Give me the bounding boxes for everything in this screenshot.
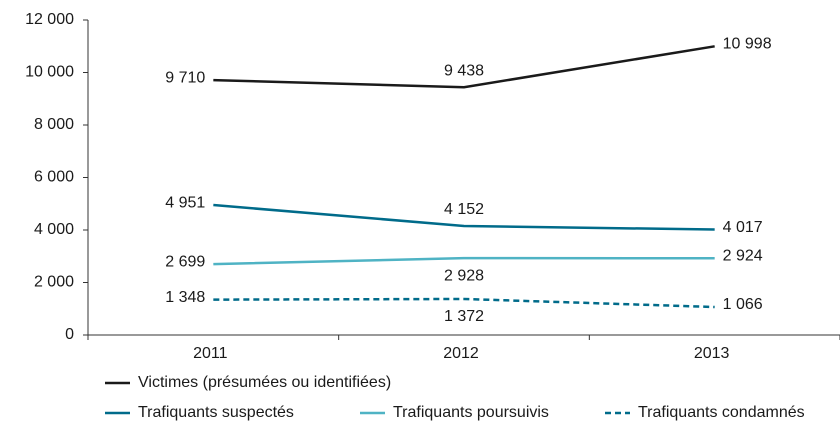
y-tick-label: 10 000 xyxy=(25,64,74,81)
data-label: 1 372 xyxy=(444,308,484,325)
data-label: 4 152 xyxy=(444,201,484,218)
data-label: 4 017 xyxy=(723,219,763,236)
x-tick-label: 2013 xyxy=(694,345,730,362)
y-tick-label: 4 000 xyxy=(34,221,74,238)
y-tick-label: 8 000 xyxy=(34,116,74,133)
y-tick-label: 2 000 xyxy=(34,274,74,291)
legend-label: Trafiquants poursuivis xyxy=(393,404,549,421)
series-line xyxy=(213,256,715,266)
series-line xyxy=(213,297,715,309)
data-label: 9 710 xyxy=(165,69,205,86)
y-tick-label: 0 xyxy=(65,326,74,343)
data-label: 1 348 xyxy=(165,289,205,306)
data-label: 9 438 xyxy=(444,62,484,79)
x-tick-label: 2011 xyxy=(193,345,228,362)
data-label: 10 998 xyxy=(723,36,772,53)
legend-label: Trafiquants condamnés xyxy=(638,404,805,421)
data-label: 2 699 xyxy=(165,253,205,270)
data-label: 4 951 xyxy=(165,194,205,211)
series-line xyxy=(213,45,715,89)
data-label: 1 066 xyxy=(723,296,763,313)
x-tick-label: 2012 xyxy=(443,345,479,362)
data-label: 2 928 xyxy=(444,267,484,284)
series-line xyxy=(213,203,715,231)
y-tick-label: 6 000 xyxy=(34,169,74,186)
legend-label: Trafiquants suspectés xyxy=(138,404,294,421)
data-label: 2 924 xyxy=(723,247,763,264)
y-tick-label: 12 000 xyxy=(25,11,74,28)
legend-label: Victimes (présumées ou identifiées) xyxy=(138,374,391,391)
